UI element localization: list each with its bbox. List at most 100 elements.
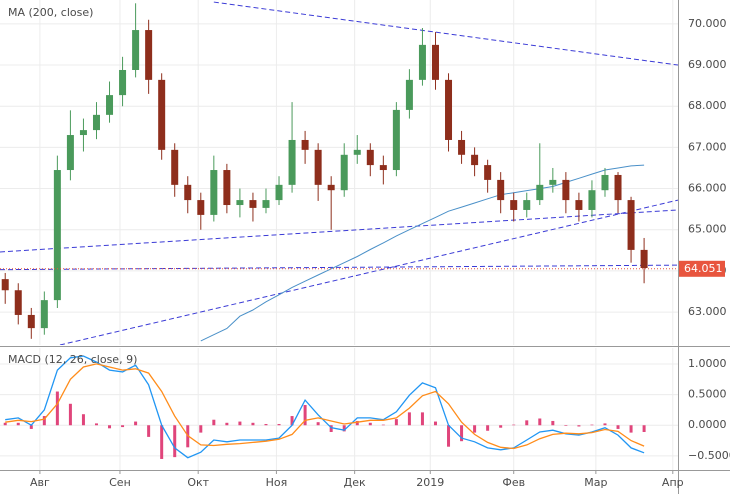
candle-body	[301, 139, 309, 150]
histogram-bar	[420, 412, 424, 426]
histogram-bar	[590, 424, 594, 426]
x-tick-label: Апр	[662, 476, 684, 489]
histogram-bar	[616, 425, 620, 429]
candle-body	[536, 184, 544, 201]
candle-body	[236, 200, 244, 206]
candle-body	[92, 114, 100, 131]
candle-body	[471, 154, 479, 166]
histogram-bar	[499, 425, 503, 428]
candle-body	[1, 279, 9, 291]
y-tick-label: 68.000	[688, 99, 727, 112]
price-pane	[0, 1, 678, 345]
histogram-bar	[512, 424, 516, 426]
candle-body	[184, 184, 192, 201]
trend-line	[0, 209, 678, 253]
candle-body	[562, 179, 570, 201]
candle-body	[366, 149, 374, 166]
candle-body	[210, 170, 218, 215]
candle-body	[458, 139, 466, 155]
histogram-bar	[81, 414, 85, 426]
candle-body	[145, 30, 153, 80]
candle-body	[418, 44, 426, 80]
histogram-bar	[251, 422, 255, 426]
x-tick-label: 2019	[416, 476, 444, 489]
candle-body	[445, 79, 453, 140]
histogram-bar	[134, 421, 138, 426]
candle-body	[431, 44, 439, 80]
candle-body	[119, 69, 127, 96]
y-tick-label: 65.000	[688, 223, 727, 236]
signal-line	[5, 363, 645, 450]
candle-body	[484, 165, 492, 180]
histogram-bar	[290, 416, 294, 426]
histogram-bar	[355, 420, 359, 426]
candle-body	[549, 179, 557, 185]
histogram-bar	[460, 425, 464, 442]
y-tick-label: 1.0000	[688, 357, 727, 370]
histogram-bar	[238, 421, 242, 426]
candle-body	[197, 200, 205, 215]
histogram-bar	[433, 421, 437, 426]
histogram-bar	[264, 424, 268, 426]
candle-body	[249, 200, 257, 208]
candle-body	[66, 135, 74, 171]
histogram-bar	[394, 419, 398, 426]
grid	[0, 0, 678, 470]
candle-body	[262, 200, 270, 208]
candle-body	[497, 179, 505, 201]
histogram-bar	[551, 420, 555, 426]
histogram-bar	[212, 419, 216, 426]
y-tick-label: 63.000	[688, 305, 727, 318]
histogram-bar	[68, 403, 72, 426]
candle-body	[614, 174, 622, 201]
candle-body	[275, 184, 283, 201]
histogram-bar	[42, 416, 46, 426]
candle-body	[27, 314, 35, 329]
candle-body	[327, 184, 335, 191]
trend-line	[0, 264, 678, 271]
candle-body	[392, 109, 400, 171]
histogram-bar	[486, 425, 490, 431]
histogram-bar	[173, 425, 177, 458]
y-tick-label: −0.5000	[688, 449, 730, 462]
histogram-bar	[368, 422, 372, 426]
x-tick-label: Мар	[584, 476, 607, 489]
candle-body	[171, 149, 179, 185]
histogram-bar	[160, 425, 164, 459]
histogram-bar	[447, 425, 451, 447]
histogram-bar	[525, 420, 529, 426]
y-tick-label: 69.000	[688, 58, 727, 71]
candle-body	[575, 200, 583, 210]
histogram-bar	[316, 422, 320, 426]
candle-body	[14, 290, 22, 315]
histogram-bar	[538, 418, 542, 426]
y-tick-label: 0.0000	[688, 418, 727, 431]
candle-body	[627, 200, 635, 250]
histogram-bar	[381, 424, 385, 426]
last-price-box	[679, 260, 725, 277]
histogram-bar	[16, 422, 20, 426]
x-tick-label: Фев	[502, 476, 525, 489]
x-tick-label: Окт	[187, 476, 209, 489]
trend-line	[213, 1, 678, 66]
histogram-bar	[303, 405, 307, 426]
x-tick-label: Сен	[109, 476, 131, 489]
x-tick-label: Авг	[30, 476, 50, 489]
candle-body	[640, 249, 648, 269]
trend-line	[59, 199, 678, 345]
histogram-bar	[577, 425, 581, 427]
candle-body	[158, 79, 166, 150]
histogram-bar	[342, 425, 346, 432]
candle-body	[223, 170, 231, 206]
histogram-bar	[473, 425, 477, 433]
candle-body	[379, 165, 387, 171]
histogram-bar	[329, 425, 333, 432]
candle-body	[40, 300, 48, 329]
candle-body	[106, 95, 114, 115]
y-tick-label: 70.000	[688, 17, 727, 30]
histogram-bar	[225, 422, 229, 426]
histogram-bar	[29, 425, 33, 429]
candle-body	[353, 149, 361, 155]
histogram-bar	[3, 422, 7, 426]
